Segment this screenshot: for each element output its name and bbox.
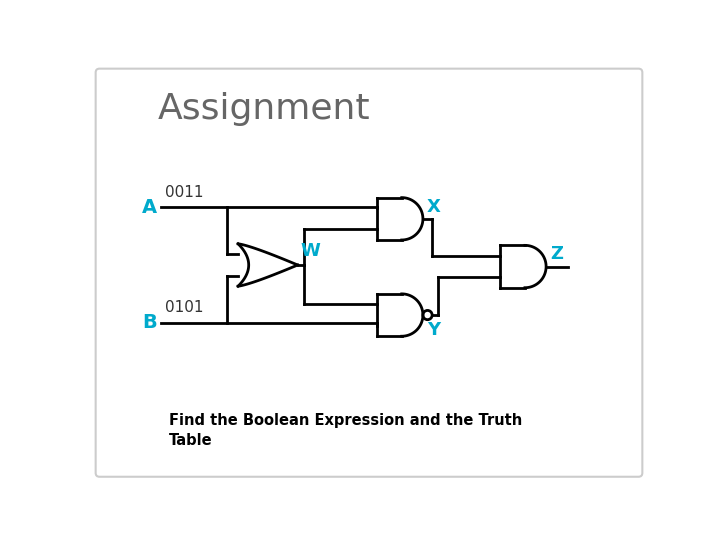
Text: Find the Boolean Expression and the Truth
Table: Find the Boolean Expression and the Trut… — [168, 413, 522, 448]
Text: Y: Y — [428, 321, 441, 339]
Text: B: B — [143, 313, 157, 332]
FancyBboxPatch shape — [96, 69, 642, 477]
Text: 0101: 0101 — [165, 300, 204, 315]
Text: Z: Z — [550, 246, 563, 264]
Text: W: W — [301, 242, 320, 260]
Text: X: X — [427, 198, 441, 215]
Text: 0011: 0011 — [165, 185, 204, 200]
Text: Assignment: Assignment — [157, 92, 370, 126]
Text: A: A — [142, 198, 157, 217]
